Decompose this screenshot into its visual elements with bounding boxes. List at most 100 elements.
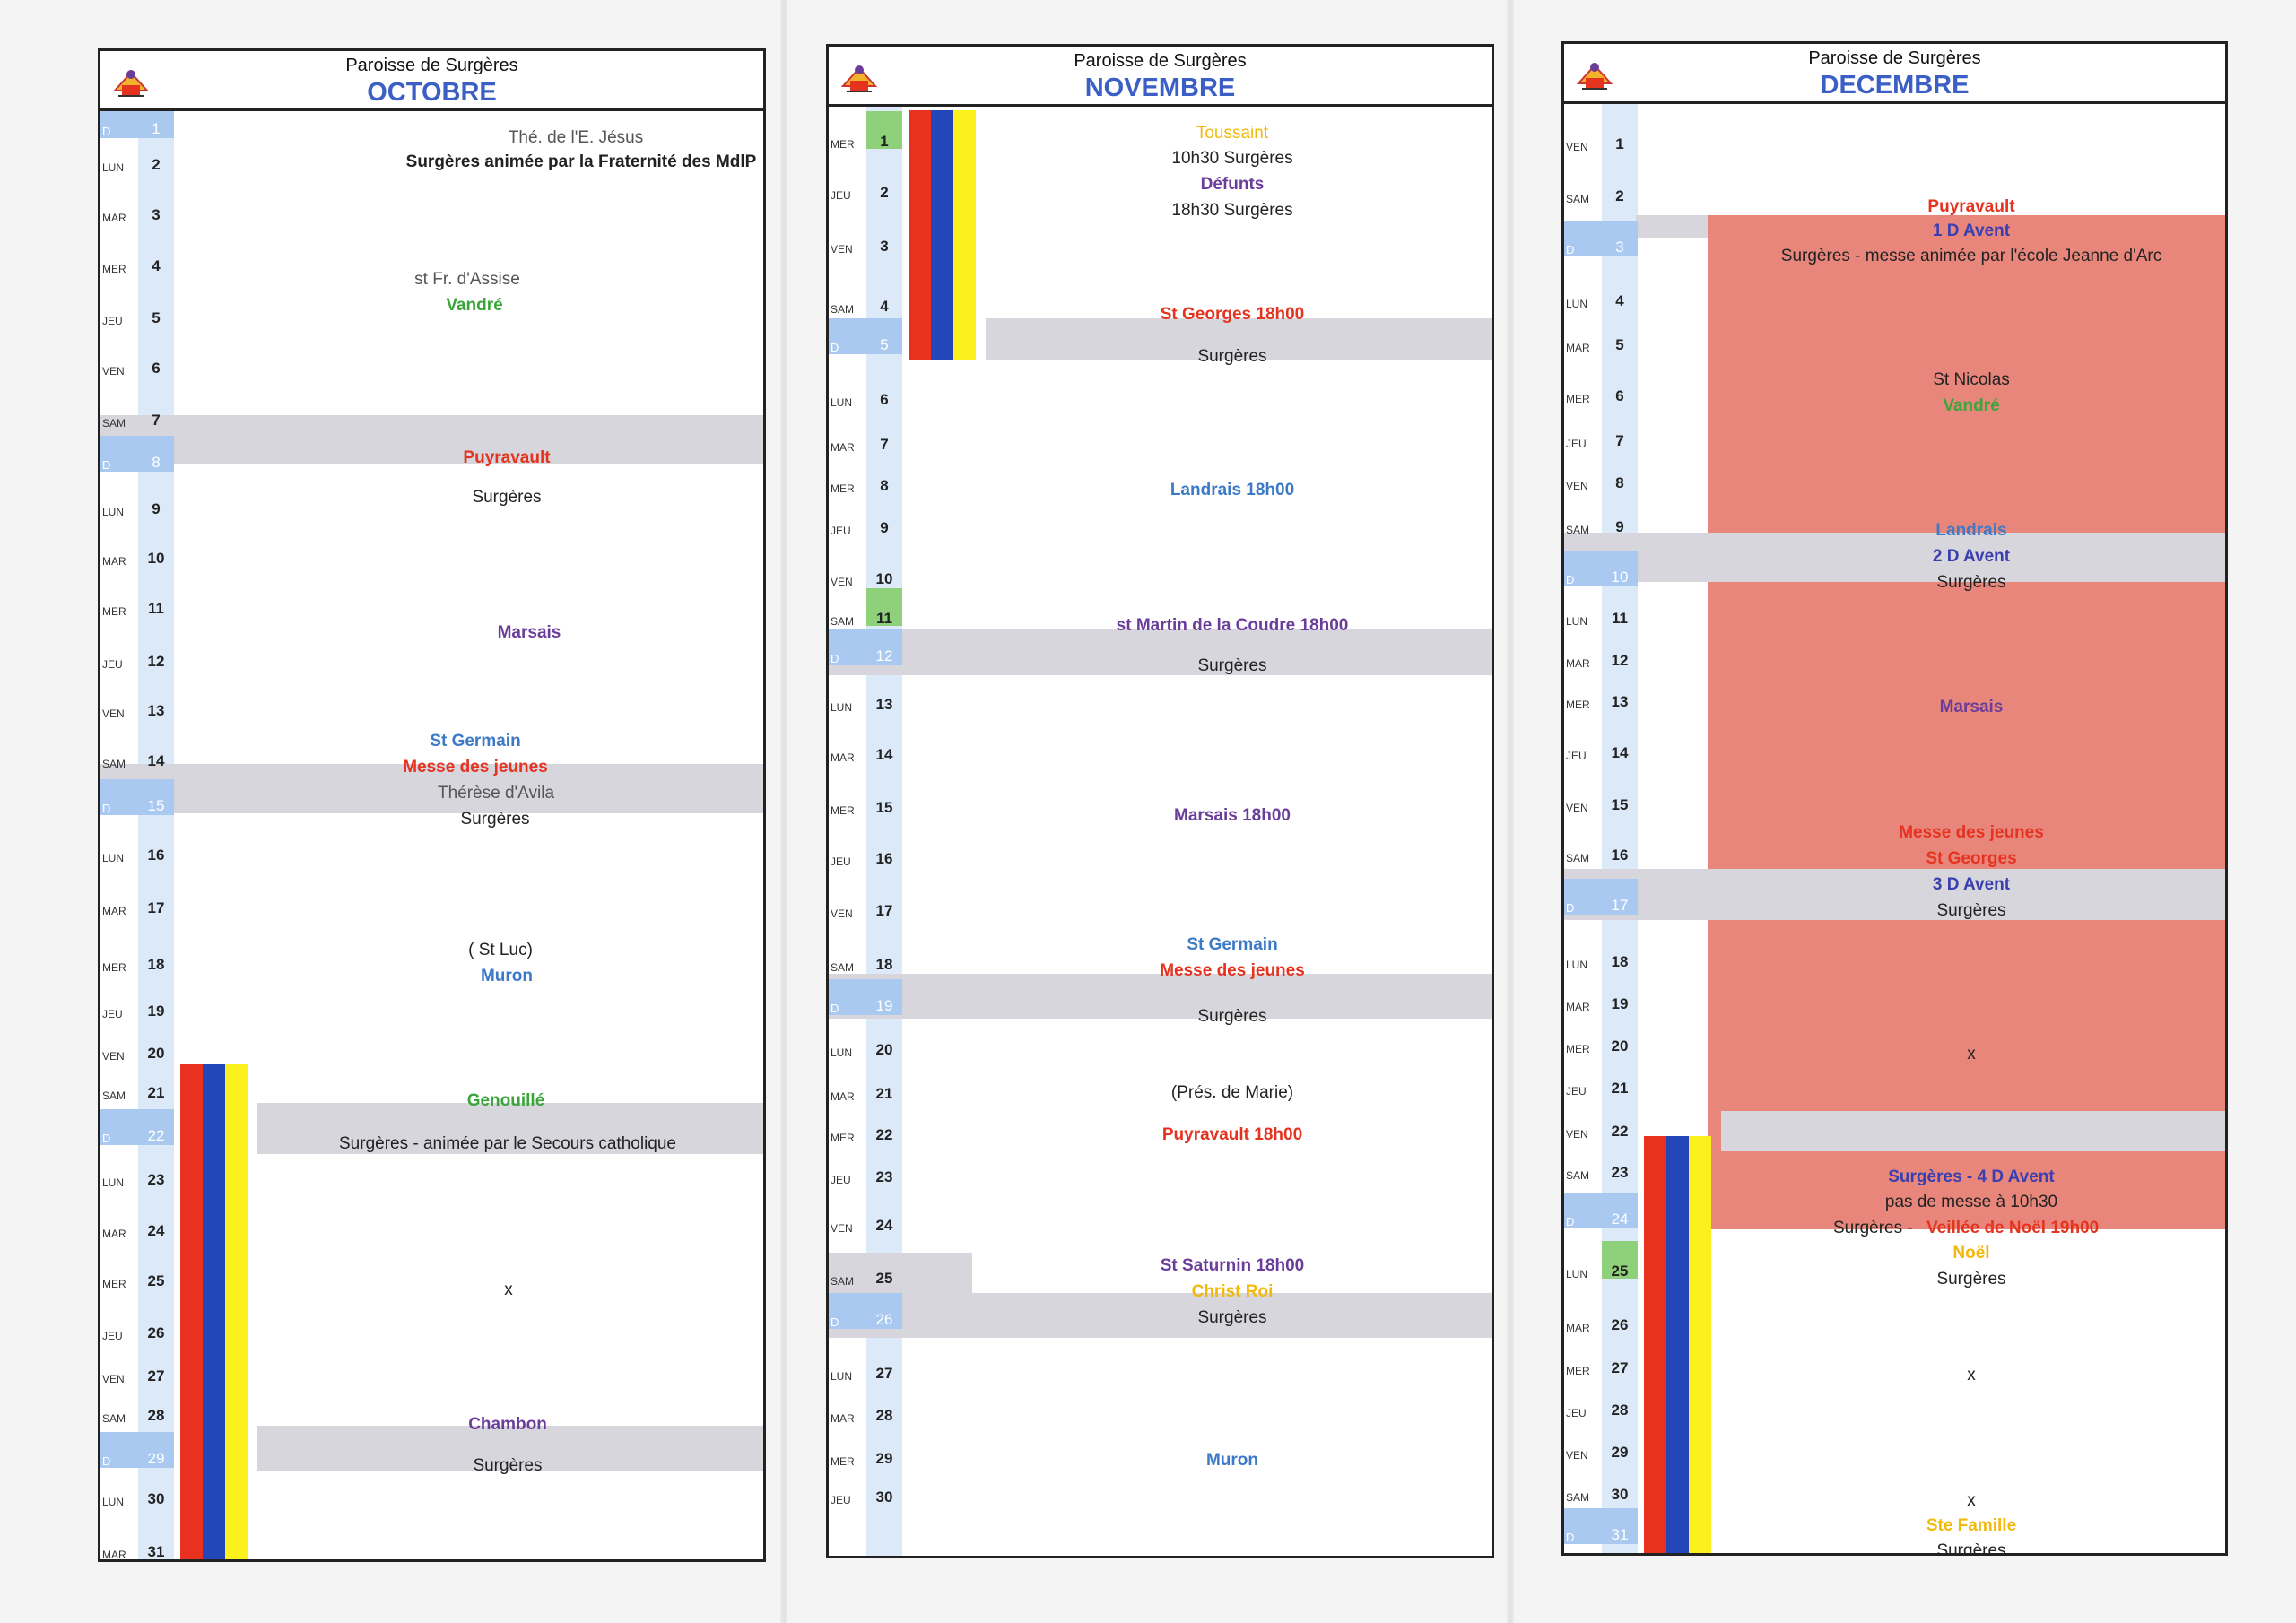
sunday-cell: [100, 779, 174, 815]
flag-stripe-blue: [1666, 1136, 1689, 1553]
day-of-week: SAM: [831, 303, 855, 316]
event-text: 18h30 Surgères: [1171, 201, 1293, 220]
event-text: Vandré: [446, 296, 503, 315]
day-of-week: LUN: [1566, 298, 1588, 310]
highlight-band: [257, 1426, 763, 1471]
event-text-part: Surgères -: [1833, 1219, 1913, 1237]
parish-name: Paroisse de Surgères: [1808, 48, 1981, 68]
event-text: St Georges: [1926, 849, 2017, 868]
day-number: 3: [1615, 239, 1624, 256]
day-number: 2: [880, 184, 889, 201]
day-number: 9: [880, 519, 889, 536]
day-number: 16: [147, 846, 165, 864]
day-of-week: VEN: [831, 243, 853, 256]
day-of-week: MER: [831, 1132, 855, 1144]
event-text: Surgères: [1197, 347, 1267, 366]
event-text: Toussaint: [1196, 124, 1269, 143]
calendar-header: Paroisse de Surgères NOVEMBRE: [829, 47, 1492, 107]
event-text-part: Veillée de Noël 19h00: [1926, 1219, 2100, 1237]
event-text: Marsais: [1939, 698, 2004, 716]
day-number: 21: [875, 1085, 893, 1102]
day-number: 7: [152, 412, 161, 429]
day-number: 3: [880, 238, 889, 255]
day-number: 31: [1611, 1526, 1629, 1543]
day-number: 1: [880, 133, 889, 150]
month-title: OCTOBRE: [367, 78, 497, 107]
day-of-week: VEN: [1566, 141, 1588, 153]
sunday-cell: [829, 318, 902, 354]
day-of-week: MER: [831, 482, 855, 495]
day-number: 9: [1615, 518, 1624, 535]
day-number: 26: [875, 1311, 893, 1328]
day-number: 20: [1611, 1037, 1629, 1055]
feast-day-cell: [866, 111, 902, 149]
event-text: 10h30 Surgères: [1171, 149, 1293, 168]
day-number-column: [1602, 104, 1638, 1553]
day-number: 6: [1615, 387, 1624, 404]
event-text: St Georges 18h00: [1160, 305, 1305, 324]
highlight-band: [829, 629, 1492, 675]
event-text: Marsais 18h00: [1174, 806, 1291, 825]
event-text: Surgères: [1936, 1541, 2006, 1556]
event-text: Thé. de l'E. Jésus: [508, 128, 644, 147]
event-text: pas de messe à 10h30: [1884, 1193, 2058, 1211]
event-text: Landrais 18h00: [1170, 481, 1295, 499]
month-title: NOVEMBRE: [1084, 74, 1236, 102]
day-of-week: MER: [1566, 1365, 1590, 1377]
day-of-week: MER: [831, 1455, 855, 1468]
day-number: 19: [875, 997, 893, 1014]
day-number: 12: [1611, 652, 1629, 669]
day-of-week: MER: [1566, 699, 1590, 711]
day-number: 4: [880, 298, 889, 315]
day-of-week: LUN: [102, 161, 125, 174]
day-of-week: D: [102, 458, 111, 472]
day-of-week: JEU: [102, 1008, 123, 1020]
day-of-week: D: [102, 1132, 111, 1145]
event-text: Surgères: [1936, 573, 2006, 592]
day-of-week: MAR: [1566, 1322, 1590, 1334]
day-number: 14: [875, 746, 893, 763]
day-of-week: JEU: [102, 658, 123, 671]
day-number: 19: [1611, 995, 1629, 1012]
day-of-week: D: [1566, 243, 1575, 256]
event-text: Chambon: [468, 1415, 547, 1434]
day-of-week: MER: [1566, 393, 1590, 405]
day-of-week: VEN: [102, 365, 125, 378]
day-number: 11: [1612, 610, 1628, 627]
event-text: st Fr. d'Assise: [414, 270, 520, 289]
flag-stripe-red: [909, 110, 931, 360]
day-of-week: JEU: [831, 525, 851, 537]
day-number: 2: [152, 156, 161, 173]
day-number: 15: [875, 799, 893, 816]
day-number: 18: [147, 956, 165, 973]
day-number: 18: [875, 956, 893, 973]
day-number: 11: [148, 600, 164, 617]
day-of-week: LUN: [102, 1496, 125, 1508]
feast-day-cell: [866, 588, 902, 626]
parish-logo-icon: [838, 59, 881, 95]
day-of-week: JEU: [831, 189, 851, 202]
event-text: Vandré: [1943, 396, 2000, 415]
event-text: 1 D Avent: [1932, 221, 2011, 240]
day-of-week: SAM: [831, 1275, 855, 1288]
day-of-week: MER: [102, 605, 126, 618]
day-of-week: SAM: [1566, 1169, 1590, 1182]
day-of-week: MER: [1566, 1043, 1590, 1055]
sunday-cell: [829, 1293, 902, 1329]
day-number: 6: [880, 391, 889, 408]
day-of-week: LUN: [1566, 959, 1588, 971]
day-of-week: MAR: [831, 751, 855, 764]
sunday-cell: [1564, 551, 1638, 586]
event-text: Défunts: [1200, 175, 1265, 194]
day-of-week: SAM: [102, 758, 126, 770]
day-of-week: JEU: [102, 315, 123, 327]
event-text: Thérèse d'Avila: [437, 784, 555, 803]
day-number: 10: [875, 570, 893, 587]
day-of-week: D: [1566, 1531, 1575, 1544]
highlight-band: [100, 415, 763, 464]
day-number: 30: [875, 1488, 893, 1506]
event-text: Noël: [1952, 1244, 1990, 1263]
sunday-cell: [100, 1109, 174, 1145]
event-text: Surgères - messe animée par l'école Jean…: [1780, 247, 2162, 265]
day-number: 13: [875, 696, 893, 713]
